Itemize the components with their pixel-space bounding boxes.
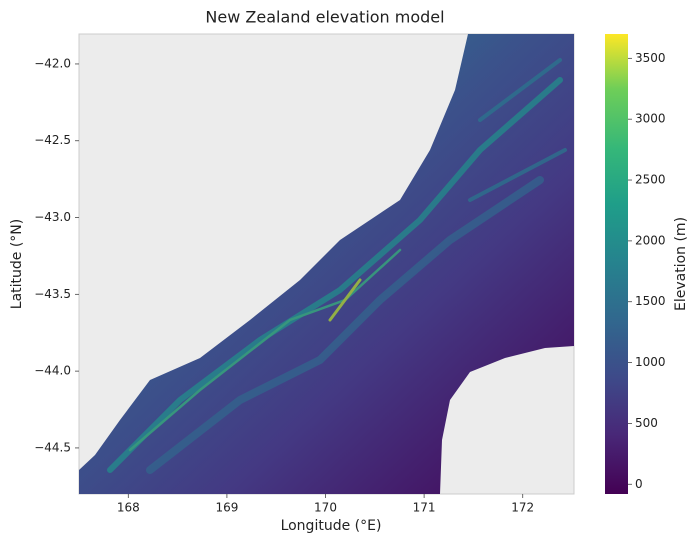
colorbar-label: Elevation (m): [673, 217, 689, 311]
x-tick-label: 169: [215, 501, 238, 515]
y-tick-label: −44.5: [34, 440, 71, 454]
ridge-detail: [107, 58, 567, 474]
chart-title: New Zealand elevation model: [205, 8, 444, 27]
y-tick-label: −43.5: [34, 287, 71, 301]
colorbar-tick-label: 0: [635, 477, 643, 491]
y-tick-label: −42.0: [34, 56, 71, 70]
colorbar-tick-label: 2000: [635, 233, 666, 247]
colorbar-tick-label: 3000: [635, 112, 666, 126]
x-axis-label: Longitude (°E): [281, 518, 382, 534]
y-tick-label: −44.0: [34, 364, 71, 378]
x-tick-label: 168: [117, 501, 140, 515]
x-tick-label: 172: [511, 501, 534, 515]
colorbar-tick-label: 500: [635, 416, 658, 430]
x-tick-label: 171: [413, 501, 436, 515]
colorbar: [605, 34, 628, 494]
y-tick-label: −43.0: [34, 210, 71, 224]
y-tick-label: −42.5: [34, 133, 71, 147]
land-raster: [79, 34, 574, 494]
colorbar-tick-label: 3500: [635, 51, 666, 65]
y-axis-label: Latitude (°N): [9, 219, 25, 309]
colorbar-tick-label: 1000: [635, 355, 666, 369]
colorbar-tick-label: 2500: [635, 173, 666, 187]
colorbar-tick-label: 1500: [635, 294, 666, 308]
x-tick-label: 170: [314, 501, 337, 515]
